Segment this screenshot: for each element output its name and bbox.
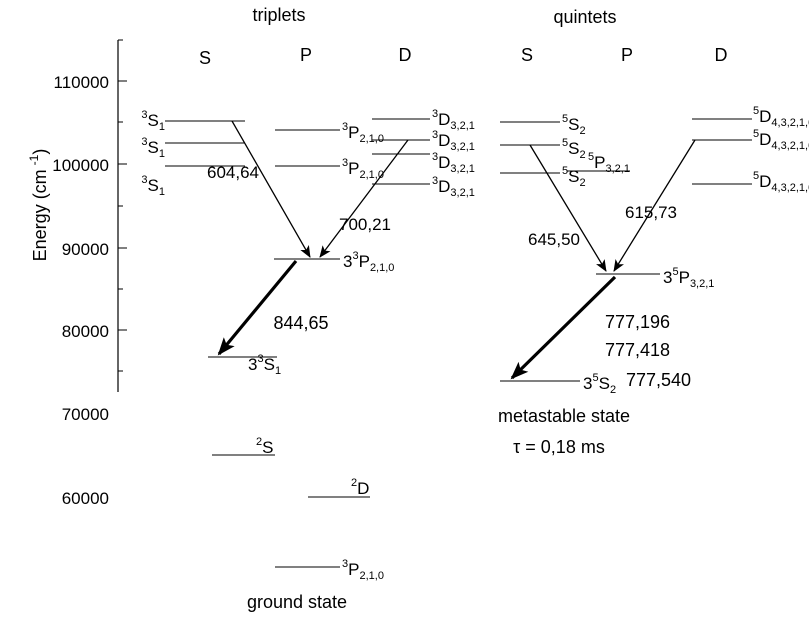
svg-text:5S2: 5S2 <box>562 113 586 137</box>
svg-text:2S: 2S <box>256 436 273 457</box>
wavelength-844-65: 844,65 <box>273 313 328 333</box>
quintet-3p-level: 35P3,2,1 <box>596 266 714 290</box>
svg-text:3D3,2,1: 3D3,2,1 <box>432 108 475 132</box>
singlet-d-level: 2D <box>308 477 370 498</box>
transition-arrow-777 <box>510 275 617 380</box>
tick-label-90000: 90000 <box>62 240 109 259</box>
transition-arrow-844 <box>217 259 298 356</box>
quintet-d-level: 5D4,3,2,1,0 <box>692 105 809 129</box>
triplet-d-level: 3D3,2,1 <box>372 175 475 199</box>
svg-text:35P3,2,1: 35P3,2,1 <box>663 266 714 290</box>
svg-text:3D3,2,1: 3D3,2,1 <box>432 151 475 175</box>
triplet-3s-level: 33S1 <box>208 353 281 377</box>
svg-text:5D4,3,2,1,0: 5D4,3,2,1,0 <box>753 170 809 194</box>
quintet-column-s: S <box>521 45 533 65</box>
svg-text:3S1: 3S1 <box>141 136 165 160</box>
tick-label-100000: 100000 <box>52 156 109 175</box>
svg-text:5P3,2,1: 5P3,2,1 <box>588 151 630 175</box>
triplet-d-level: 3D3,2,1 <box>372 151 475 175</box>
svg-text:33S1: 33S1 <box>248 353 281 377</box>
quintet-3s-level: 35S2 <box>500 372 616 396</box>
quintet-column-d: D <box>715 45 728 65</box>
svg-text:3P2,1,0: 3P2,1,0 <box>342 157 384 181</box>
svg-text:3D3,2,1: 3D3,2,1 <box>432 129 475 153</box>
energy-axis-ticks <box>118 39 127 372</box>
wavelength-604-64: 604,64 <box>207 163 259 182</box>
quintet-d-level: 5D4,3,2,1,0 <box>692 170 809 194</box>
energy-axis-title: Energy (cm-1) <box>27 149 50 262</box>
transition-arrow-700 <box>319 139 409 258</box>
quintet-s-level: 5S2 <box>500 165 586 189</box>
wavelength-615-73: 615,73 <box>625 203 677 222</box>
metastable-state-label: metastable state <box>498 406 630 426</box>
svg-text:35S2: 35S2 <box>583 372 616 396</box>
singlet-s-level: 2S <box>212 436 275 457</box>
svg-text:5S2: 5S2 <box>562 137 586 161</box>
quintet-column-p: P <box>621 45 633 65</box>
triplet-d-level: 3D3,2,1 <box>372 108 475 132</box>
transition-arrow-615 <box>613 139 696 272</box>
triplet-column-p: P <box>300 45 312 65</box>
triplet-p-level: 3P2,1,0 <box>275 157 384 181</box>
triplet-p-level: 3P2,1,0 <box>275 121 384 145</box>
triplet-s-level: 3S1 <box>141 109 245 133</box>
transition-arrow-645 <box>529 144 607 272</box>
transition-arrow-604 <box>231 120 311 258</box>
ground-state-level: 3P2,1,0 <box>275 558 384 582</box>
tick-label-70000: 70000 <box>62 405 109 424</box>
wavelength-700-21: 700,21 <box>339 215 391 234</box>
svg-text:5S2: 5S2 <box>562 165 586 189</box>
quintet-p-level: 5P3,2,1 <box>567 151 630 175</box>
wavelength-777-418: 777,418 <box>605 340 670 360</box>
quintets-heading: quintets <box>553 7 616 27</box>
wavelength-777-540: 777,540 <box>626 370 691 390</box>
triplet-s-level: 3S1 <box>141 136 245 160</box>
svg-text:3D3,2,1: 3D3,2,1 <box>432 175 475 199</box>
svg-text:2D: 2D <box>351 477 369 498</box>
svg-text:5D4,3,2,1,0: 5D4,3,2,1,0 <box>753 128 809 152</box>
triplet-column-d: D <box>399 45 412 65</box>
svg-text:3P2,1,0: 3P2,1,0 <box>342 558 384 582</box>
quintet-d-level: 5D4,3,2,1,0 <box>692 128 809 152</box>
svg-text:3S1: 3S1 <box>141 109 165 133</box>
ground-state-label: ground state <box>247 592 347 612</box>
svg-text:33P2,1,0: 33P2,1,0 <box>343 250 394 274</box>
svg-text:3S1: 3S1 <box>141 174 165 198</box>
metastable-lifetime: τ = 0,18 ms <box>513 437 605 457</box>
wavelength-777-196: 777,196 <box>605 312 670 332</box>
triplet-d-level: 3D3,2,1 <box>372 129 475 153</box>
triplet-column-s: S <box>199 48 211 68</box>
triplet-3p-level: 33P2,1,0 <box>274 250 394 274</box>
wavelength-645-50: 645,50 <box>528 230 580 249</box>
quintet-s-level: 5S2 <box>500 113 586 137</box>
svg-text:5D4,3,2,1,0: 5D4,3,2,1,0 <box>753 105 809 129</box>
tick-label-80000: 80000 <box>62 322 109 341</box>
svg-text:3P2,1,0: 3P2,1,0 <box>342 121 384 145</box>
tick-label-110000: 110000 <box>54 73 109 92</box>
triplet-s-level: 3S1 <box>141 165 245 198</box>
tick-label-60000: 60000 <box>62 489 109 508</box>
triplets-heading: triplets <box>252 5 305 25</box>
quintet-s-level: 5S2 <box>500 137 586 161</box>
